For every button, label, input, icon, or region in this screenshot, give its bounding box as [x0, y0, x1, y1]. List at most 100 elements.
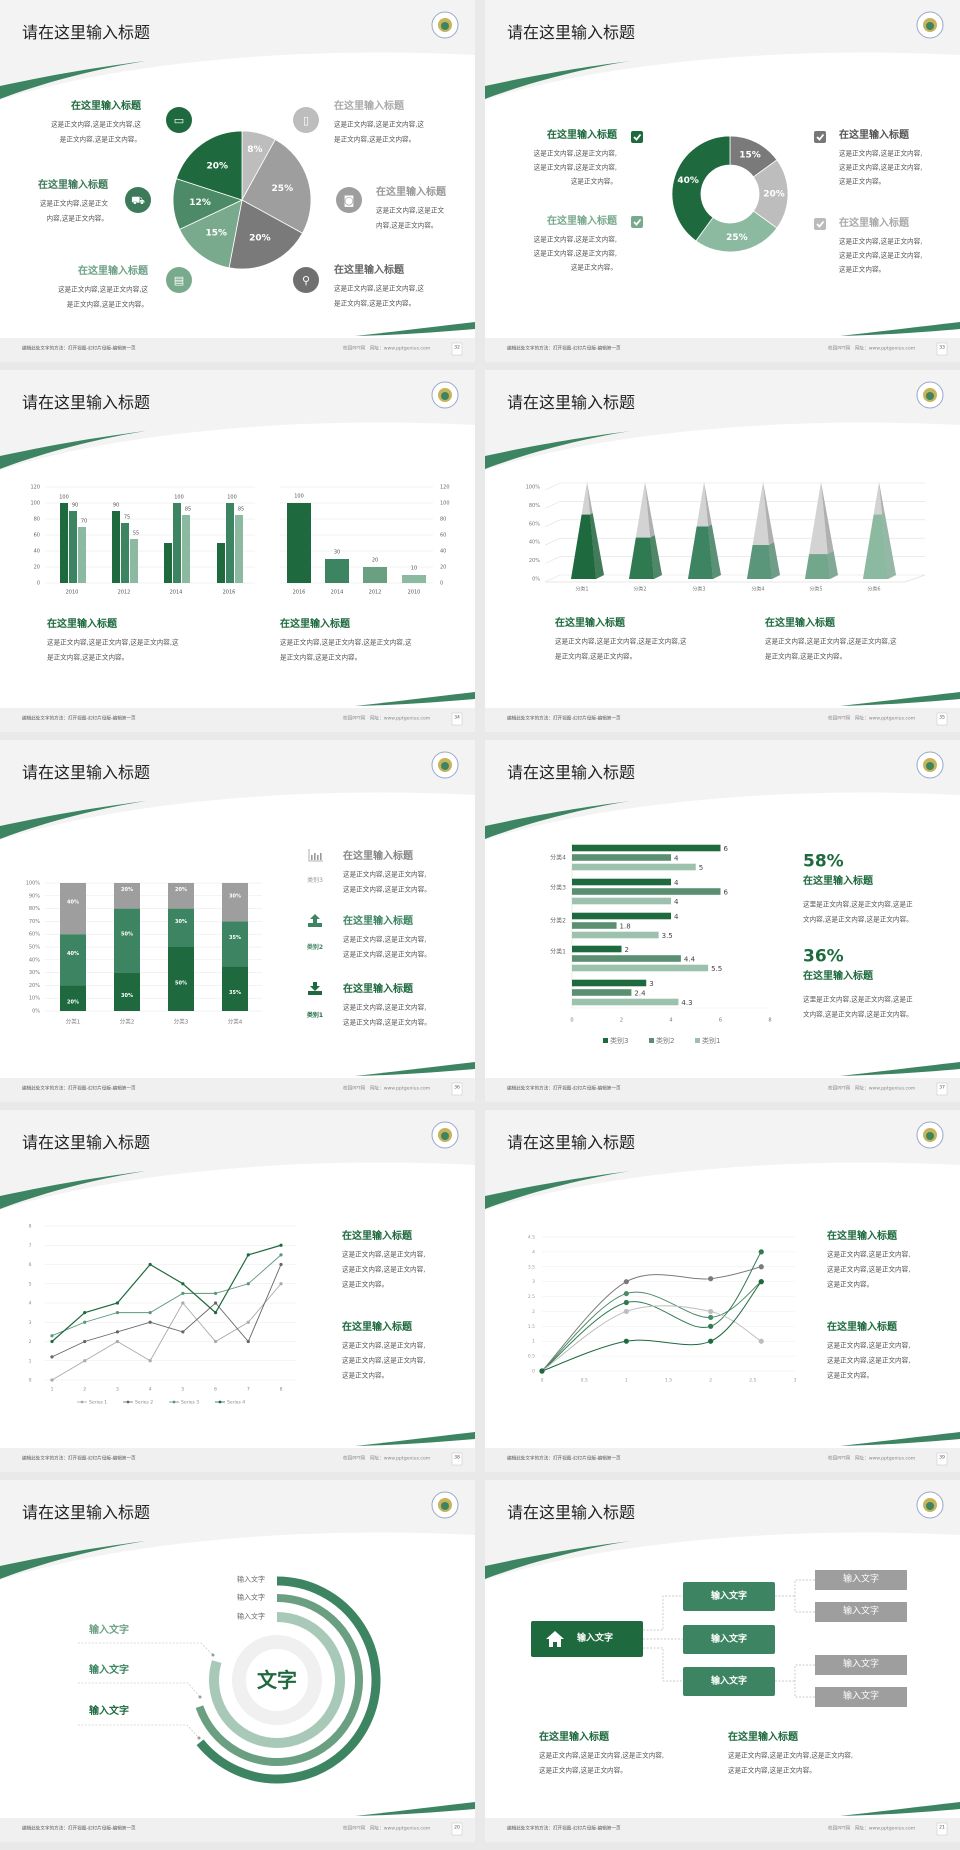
bar	[78, 527, 86, 583]
page-number: 20	[454, 1825, 460, 1831]
progress-ring	[195, 1594, 363, 1766]
page-number: 39	[939, 1455, 945, 1461]
logo-center	[441, 762, 449, 770]
footer-band	[0, 708, 475, 732]
x-tick-label: 1	[51, 1387, 54, 1393]
item-body: 这是正文内容。	[342, 1371, 389, 1380]
y-tick-label: 分类3	[550, 884, 566, 892]
root-box-label: 输入文字	[577, 1633, 614, 1644]
line-series	[51, 1254, 282, 1337]
item-body: 这是正文内容,这是正文内容,	[839, 237, 923, 246]
item-body: 这是正文内容,这是正文内容,	[533, 249, 617, 258]
data-label: 20%	[121, 887, 133, 893]
y-tick-label: 0%	[32, 1009, 40, 1015]
top-swoosh	[0, 801, 146, 839]
slide-20: 请在这里输入标题 编辑此处文字的方法：打开视图-幻灯片母版-编辑第一页 校园PPT网…	[0, 1480, 475, 1842]
data-point	[246, 1320, 250, 1324]
x-tick-label: 分类2	[120, 1018, 135, 1026]
footer-edit-hint: 编辑此处文字的方法：打开视图-幻灯片母版-编辑第一页	[22, 1086, 136, 1092]
item-heading: 在这里输入标题	[343, 851, 413, 862]
legend-swatch	[649, 1038, 654, 1043]
connector	[643, 1647, 683, 1682]
data-point	[83, 1359, 87, 1363]
item-body: 这是正文内容,这是正文内容,这是正文内容,这	[280, 638, 412, 647]
y-tick-label: 2.5	[528, 1294, 535, 1300]
item-heading: 在这里输入标题	[38, 180, 108, 191]
y-tick-label: 40	[440, 549, 446, 555]
data-point	[279, 1262, 283, 1267]
x-tick-label: 1.5	[665, 1378, 672, 1384]
smooth-line	[541, 1281, 762, 1372]
legend-marker	[218, 1400, 222, 1404]
x-tick-label: 分类6	[867, 586, 880, 593]
y-tick-label: 30%	[29, 970, 40, 976]
bar	[572, 979, 647, 987]
item-body: 这是正文内容,这是正文内容,	[342, 1250, 426, 1259]
data-point	[279, 1253, 283, 1257]
item-body: 这是正文内容,这是正文内容,	[827, 1341, 911, 1350]
item-body: 这是正文内容,这是正文	[39, 199, 108, 208]
monitor-icon	[166, 107, 192, 133]
leaf-box	[815, 1655, 907, 1675]
x-tick-label: 分类1	[66, 1018, 81, 1026]
download-icon	[310, 982, 320, 991]
footer-band	[0, 338, 475, 362]
stacked-bar	[222, 966, 248, 1011]
category-label: 类别3	[307, 877, 323, 884]
footer-site: 校园PPT网	[343, 346, 366, 352]
bar	[572, 989, 632, 996]
page-number-box	[451, 1452, 463, 1466]
x-tick-label: 6	[214, 1387, 217, 1393]
data-label: 10	[411, 566, 417, 572]
bar	[235, 515, 243, 583]
page-number: 35	[939, 715, 945, 721]
root-box	[531, 1621, 643, 1657]
pyramid-bar-side	[827, 551, 838, 579]
item-body: 这是正文内容。	[570, 263, 617, 272]
data-point	[83, 1311, 87, 1315]
x-tick-label: 分类4	[228, 1018, 243, 1026]
data-point	[246, 1253, 250, 1257]
bar	[130, 539, 138, 583]
data-point	[623, 1279, 629, 1285]
x-tick-label: 0.5	[581, 1378, 588, 1384]
footer-edit-hint: 编辑此处文字的方法：打开视图-幻灯片母版-编辑第一页	[507, 1456, 621, 1462]
footer-url: 网址：www.pptgenius.com	[855, 1456, 916, 1462]
pyramid-bar-side	[650, 535, 662, 579]
data-label: 3.5	[662, 932, 673, 940]
connector	[794, 1664, 815, 1698]
data-point	[50, 1355, 54, 1359]
page-number-box	[451, 342, 463, 356]
bicycle-icon	[293, 267, 319, 293]
smooth-line	[541, 1281, 762, 1372]
x-tick-label: 分类3	[174, 1018, 189, 1026]
item-heading: 在这里输入标题	[839, 218, 909, 229]
data-label: 70	[81, 519, 87, 525]
top-swoosh	[485, 1541, 631, 1579]
data-point	[50, 1334, 54, 1338]
logo-center	[926, 392, 934, 400]
y-tick-label: 100	[440, 501, 450, 507]
bar	[572, 878, 671, 886]
gridline	[544, 482, 925, 491]
item-body: 这是正文内容,这是正文	[376, 206, 445, 215]
item-body: 这是正文内容,这是正文内容,这	[334, 284, 424, 293]
pyramid-bar	[688, 526, 713, 579]
x-tick-label: 2012	[369, 590, 382, 596]
item-body: 这里是正文内容,这是正文内容,这是正	[803, 900, 913, 909]
slide-35: 0% 20% 40% 60% 80% 100% 分类1 分类2 分类3 分类4 分类5 分类6 请在这里…	[485, 370, 960, 732]
top-swoosh	[485, 61, 631, 99]
data-label: 40%	[67, 951, 79, 957]
page-number: 32	[454, 345, 460, 351]
bar	[572, 964, 709, 972]
item-heading: 在这里输入标题	[78, 266, 148, 277]
smooth-line	[541, 1305, 762, 1372]
y-tick-label: 20	[440, 565, 446, 571]
item-body: 这是正文内容,这是正文内容,	[839, 251, 923, 260]
ring-label: 输入文字	[237, 1612, 265, 1621]
slide-canvas	[0, 1491, 475, 1842]
home-icon	[546, 1631, 564, 1647]
pyramid-bar	[571, 514, 596, 579]
donut-label: 15%	[739, 150, 761, 160]
data-label: 50%	[175, 980, 187, 986]
